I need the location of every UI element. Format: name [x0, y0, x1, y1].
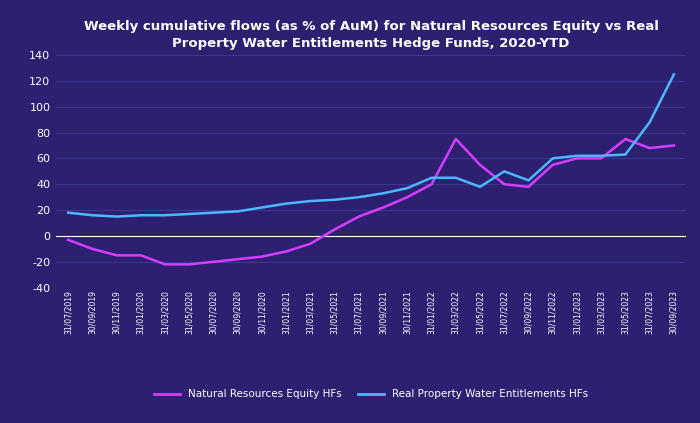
Title: Weekly cumulative flows (as % of AuM) for Natural Resources Equity vs Real
Prope: Weekly cumulative flows (as % of AuM) fo…	[83, 19, 659, 49]
Natural Resources Equity HFs	[161, 262, 169, 267]
Real Property Water Entitlements HFs	[500, 169, 508, 174]
Natural Resources Equity HFs	[136, 253, 145, 258]
Real Property Water Entitlements HFs	[136, 213, 145, 218]
Real Property Water Entitlements HFs	[88, 213, 97, 218]
Real Property Water Entitlements HFs	[379, 191, 387, 196]
Natural Resources Equity HFs	[621, 137, 629, 142]
Natural Resources Equity HFs	[64, 237, 72, 242]
Real Property Water Entitlements HFs	[597, 153, 606, 158]
Natural Resources Equity HFs	[524, 184, 533, 190]
Natural Resources Equity HFs	[234, 257, 242, 262]
Real Property Water Entitlements HFs	[258, 205, 266, 210]
Real Property Water Entitlements HFs	[452, 175, 460, 180]
Real Property Water Entitlements HFs	[355, 195, 363, 200]
Real Property Water Entitlements HFs	[403, 186, 412, 191]
Real Property Water Entitlements HFs	[524, 178, 533, 183]
Real Property Water Entitlements HFs	[161, 213, 169, 218]
Legend: Natural Resources Equity HFs, Real Property Water Entitlements HFs: Natural Resources Equity HFs, Real Prope…	[150, 385, 592, 404]
Natural Resources Equity HFs	[476, 162, 484, 168]
Natural Resources Equity HFs	[88, 246, 97, 251]
Real Property Water Entitlements HFs	[234, 209, 242, 214]
Line: Real Property Water Entitlements HFs: Real Property Water Entitlements HFs	[68, 74, 674, 217]
Natural Resources Equity HFs	[306, 241, 314, 246]
Natural Resources Equity HFs	[330, 227, 339, 232]
Real Property Water Entitlements HFs	[306, 198, 314, 203]
Real Property Water Entitlements HFs	[476, 184, 484, 190]
Real Property Water Entitlements HFs	[428, 175, 436, 180]
Real Property Water Entitlements HFs	[209, 210, 218, 215]
Natural Resources Equity HFs	[282, 249, 290, 254]
Natural Resources Equity HFs	[185, 262, 193, 267]
Natural Resources Equity HFs	[209, 259, 218, 264]
Natural Resources Equity HFs	[549, 162, 557, 168]
Natural Resources Equity HFs	[597, 156, 606, 161]
Natural Resources Equity HFs	[645, 146, 654, 151]
Real Property Water Entitlements HFs	[330, 197, 339, 202]
Natural Resources Equity HFs	[452, 137, 460, 142]
Natural Resources Equity HFs	[403, 195, 412, 200]
Real Property Water Entitlements HFs	[185, 212, 193, 217]
Natural Resources Equity HFs	[573, 156, 581, 161]
Real Property Water Entitlements HFs	[282, 201, 290, 206]
Natural Resources Equity HFs	[113, 253, 121, 258]
Real Property Water Entitlements HFs	[573, 153, 581, 158]
Real Property Water Entitlements HFs	[621, 152, 629, 157]
Real Property Water Entitlements HFs	[64, 210, 72, 215]
Real Property Water Entitlements HFs	[645, 120, 654, 125]
Real Property Water Entitlements HFs	[549, 156, 557, 161]
Natural Resources Equity HFs	[355, 214, 363, 219]
Natural Resources Equity HFs	[670, 143, 678, 148]
Line: Natural Resources Equity HFs: Natural Resources Equity HFs	[68, 139, 674, 264]
Real Property Water Entitlements HFs	[113, 214, 121, 219]
Natural Resources Equity HFs	[428, 182, 436, 187]
Natural Resources Equity HFs	[500, 182, 508, 187]
Natural Resources Equity HFs	[379, 205, 387, 210]
Natural Resources Equity HFs	[258, 254, 266, 259]
Real Property Water Entitlements HFs	[670, 72, 678, 77]
